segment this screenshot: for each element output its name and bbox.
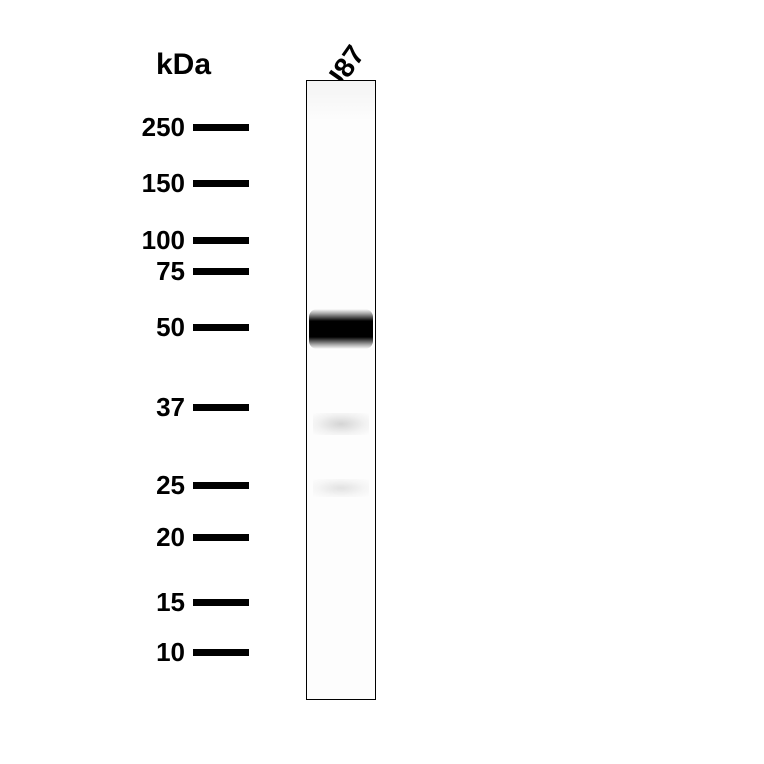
band-faint — [313, 479, 369, 497]
marker-value: 37 — [130, 392, 185, 423]
marker-tick — [193, 237, 249, 244]
marker-tick — [193, 180, 249, 187]
marker-value: 75 — [130, 256, 185, 287]
blot-lane — [306, 80, 376, 700]
marker-value: 150 — [130, 168, 185, 199]
marker-tick — [193, 534, 249, 541]
band-faint — [313, 413, 369, 435]
marker-value: 25 — [130, 470, 185, 501]
marker-row: 20 — [130, 525, 249, 549]
marker-row: 15 — [130, 590, 249, 614]
lane-shading — [307, 81, 375, 121]
western-blot-figure: kDa U87 25015010075503725201510 — [130, 60, 630, 700]
marker-tick — [193, 268, 249, 275]
marker-tick — [193, 404, 249, 411]
marker-tick — [193, 599, 249, 606]
marker-row: 50 — [130, 315, 249, 339]
marker-row: 100 — [130, 228, 249, 252]
marker-row: 250 — [130, 115, 249, 139]
marker-value: 100 — [130, 225, 185, 256]
marker-tick — [193, 482, 249, 489]
marker-value: 10 — [130, 637, 185, 668]
marker-row: 37 — [130, 395, 249, 419]
marker-tick — [193, 124, 249, 131]
marker-row: 10 — [130, 640, 249, 664]
marker-value: 20 — [130, 522, 185, 553]
marker-row: 25 — [130, 473, 249, 497]
marker-row: 150 — [130, 171, 249, 195]
marker-tick — [193, 649, 249, 656]
marker-row: 75 — [130, 259, 249, 283]
marker-tick — [193, 324, 249, 331]
marker-value: 50 — [130, 312, 185, 343]
marker-value: 15 — [130, 587, 185, 618]
units-label: kDa — [156, 48, 211, 82]
marker-value: 250 — [130, 112, 185, 143]
band-primary — [309, 309, 373, 349]
